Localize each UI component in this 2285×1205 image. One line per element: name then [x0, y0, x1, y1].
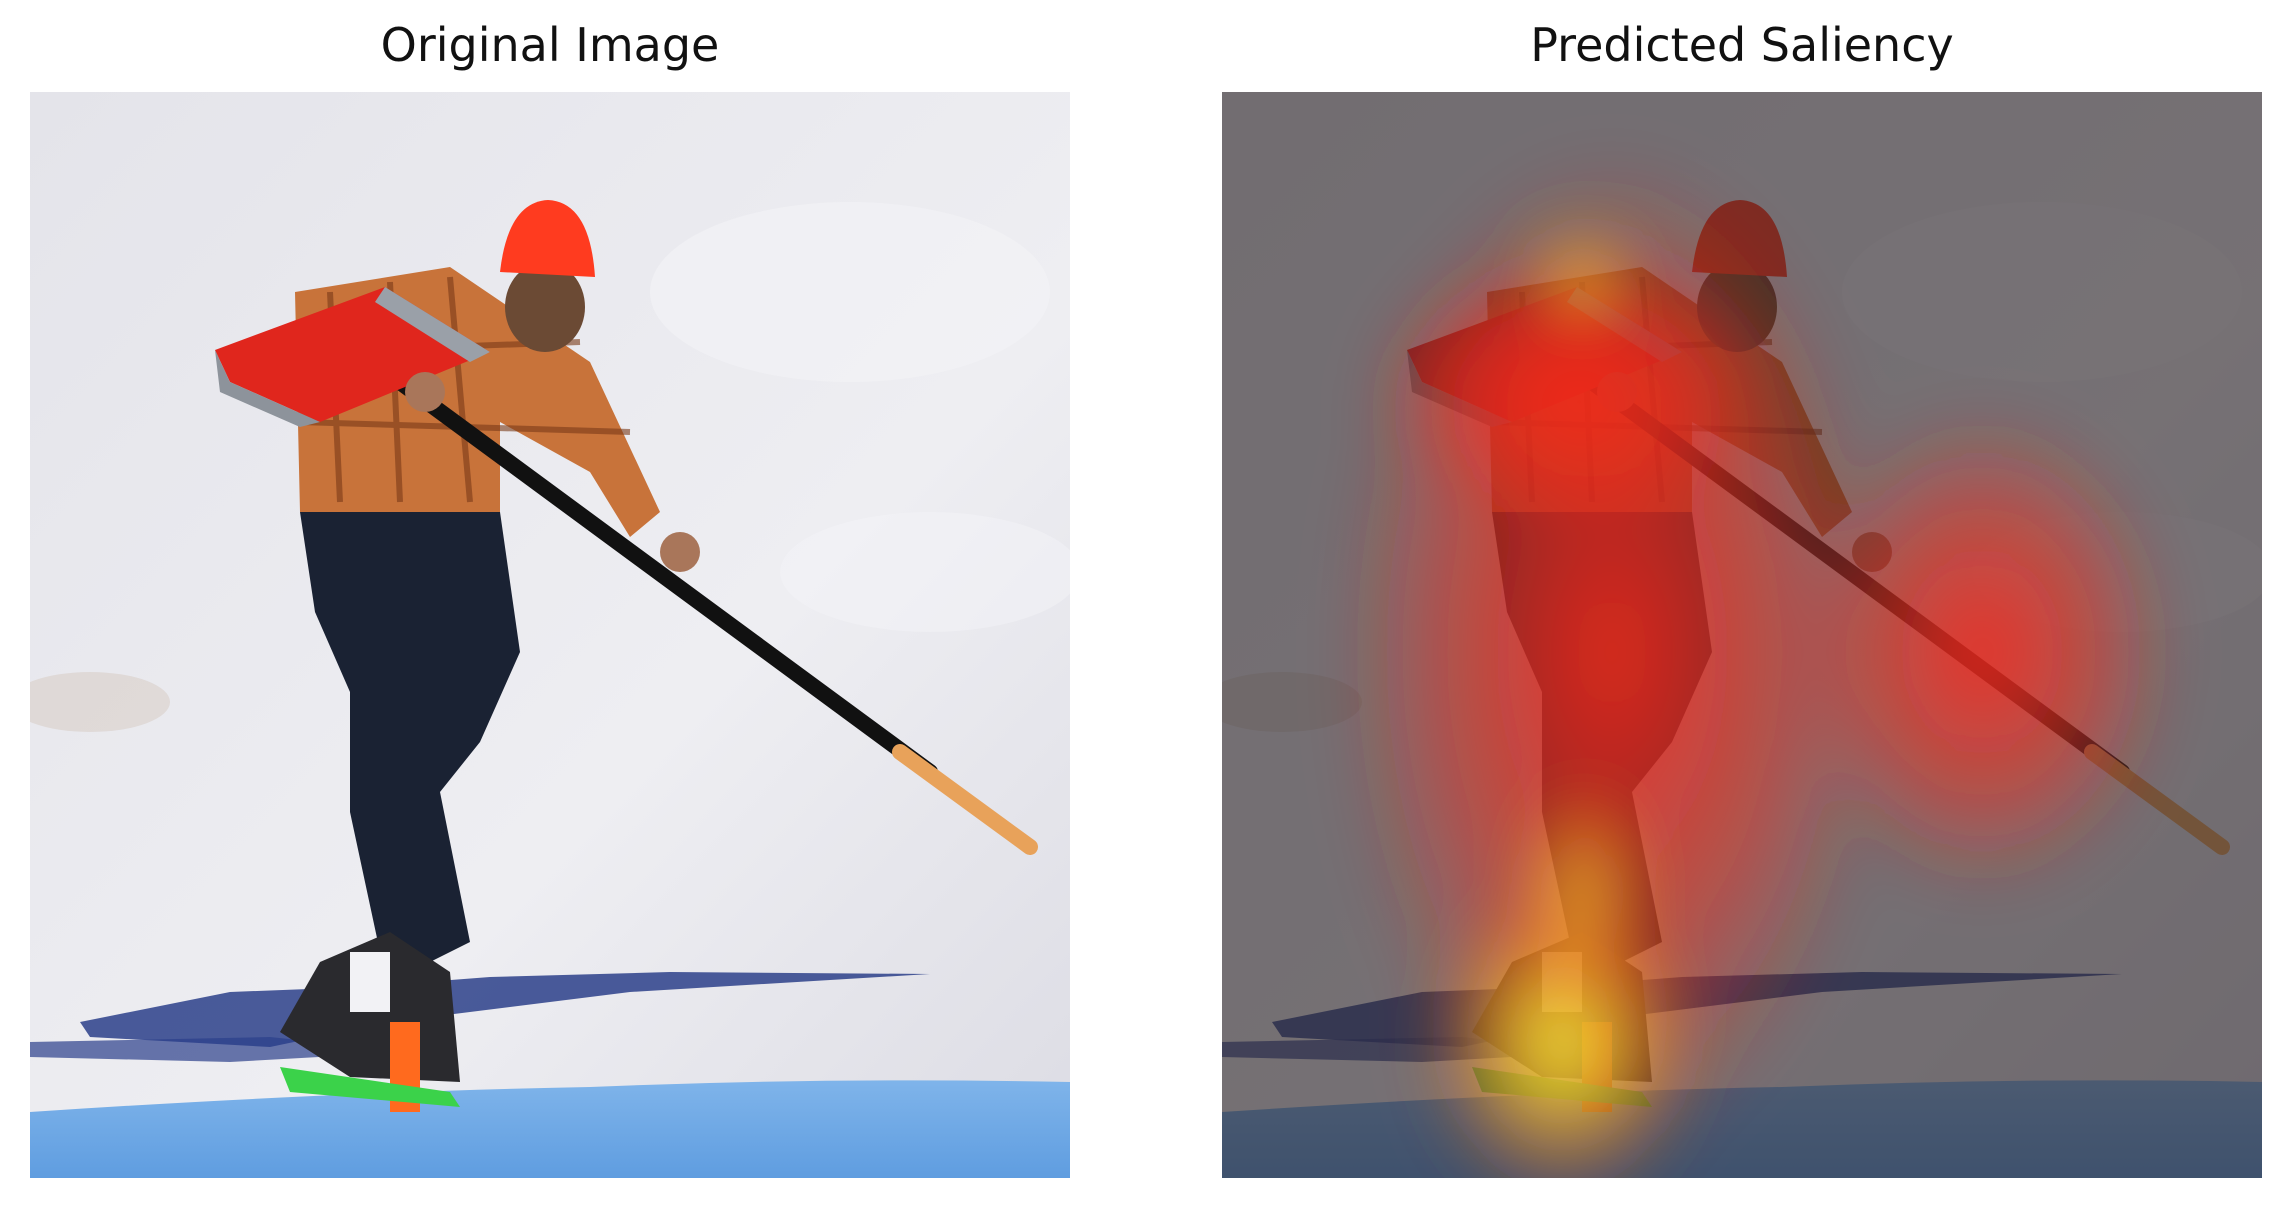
original-image-panel — [30, 92, 1070, 1178]
photo-scene — [30, 92, 1070, 1178]
original-image — [30, 92, 1070, 1178]
predicted-saliency-panel — [1222, 92, 2262, 1178]
saliency-image — [1222, 92, 2262, 1178]
original-image-title: Original Image — [380, 18, 720, 72]
saliency-heatmap — [1342, 152, 2172, 1178]
predicted-saliency-title: Predicted Saliency — [1530, 18, 1954, 72]
